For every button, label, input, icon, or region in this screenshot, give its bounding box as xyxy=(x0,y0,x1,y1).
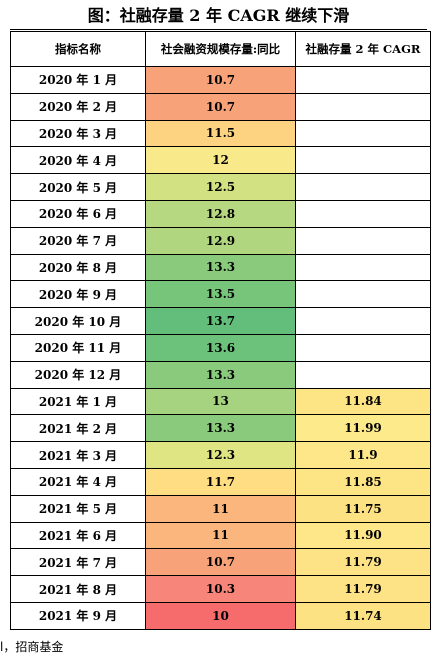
table-row: 2021 年 6 月 11 11.90 xyxy=(10,521,431,550)
cagr-cell xyxy=(295,119,431,148)
table-row: 2020 年 1 月 10.7 xyxy=(10,66,431,94)
cagr-cell: 11.74 xyxy=(295,601,431,630)
cagr-cell xyxy=(295,333,431,362)
cagr-cell xyxy=(295,92,431,121)
cagr-cell: 11.85 xyxy=(295,467,431,496)
yoy-cell: 13.6 xyxy=(145,333,296,362)
table-body: 2020 年 1 月 10.7 2020 年 2 月 10.7 2020 年 3 月 11… xyxy=(10,66,431,630)
cagr-cell xyxy=(295,66,431,94)
month-cell: 2020 年 6 月 xyxy=(10,199,146,228)
table-row: 2021 年 2 月 13.3 11.99 xyxy=(10,414,431,443)
month-cell: 2021 年 3 月 xyxy=(10,441,146,469)
month-cell: 2020 年 5 月 xyxy=(10,173,146,201)
table-title: 图：社融存量 2 年 CAGR 继续下滑 xyxy=(10,0,427,30)
yoy-cell: 13.5 xyxy=(145,280,296,309)
month-cell: 2021 年 1 月 xyxy=(10,387,146,416)
yoy-cell: 13.3 xyxy=(145,253,296,282)
month-cell: 2021 年 7 月 xyxy=(10,548,146,577)
cagr-cell xyxy=(295,173,431,201)
month-cell: 2021 年 8 月 xyxy=(10,575,146,603)
table-row: 2021 年 8 月 10.3 11.79 xyxy=(10,575,431,603)
yoy-cell: 11.7 xyxy=(145,467,296,496)
cagr-cell: 11.75 xyxy=(295,494,431,523)
table-row: 2020 年 5 月 12.5 xyxy=(10,173,431,201)
yoy-cell: 10 xyxy=(145,601,296,630)
cagr-cell: 11.79 xyxy=(295,575,431,603)
header-social-financing-yoy: 社会融资规模存量:同比 xyxy=(145,31,296,67)
table-row: 2020 年 4 月 12 xyxy=(10,146,431,175)
data-table: 指标名称 社会融资规模存量:同比 社融存量 2 年 CAGR 2020 年 1 … xyxy=(10,31,431,630)
table-row: 2021 年 9 月 10 11.74 xyxy=(10,601,431,630)
source-note: l，招商基金 xyxy=(0,640,64,654)
yoy-cell: 13.7 xyxy=(145,307,296,335)
table-row: 2020 年 3 月 11.5 xyxy=(10,119,431,148)
month-cell: 2020 年 1 月 xyxy=(10,66,146,94)
cagr-cell xyxy=(295,307,431,335)
table-row: 2021 年 3 月 12.3 11.9 xyxy=(10,441,431,469)
table-row: 2021 年 4 月 11.7 11.85 xyxy=(10,467,431,496)
cagr-cell: 11.84 xyxy=(295,387,431,416)
yoy-cell: 13.3 xyxy=(145,414,296,443)
yoy-cell: 12.5 xyxy=(145,173,296,201)
yoy-cell: 10.7 xyxy=(145,66,296,94)
month-cell: 2021 年 6 月 xyxy=(10,521,146,550)
month-cell: 2021 年 5 月 xyxy=(10,494,146,523)
month-cell: 2020 年 12 月 xyxy=(10,360,146,389)
yoy-cell: 10.7 xyxy=(145,548,296,577)
header-indicator-name: 指标名称 xyxy=(10,31,146,67)
table-row: 2020 年 2 月 10.7 xyxy=(10,92,431,121)
table-row: 2020 年 6 月 12.8 xyxy=(10,199,431,228)
table-row: 2020 年 8 月 13.3 xyxy=(10,253,431,282)
yoy-cell: 10.7 xyxy=(145,92,296,121)
month-cell: 2020 年 4 月 xyxy=(10,146,146,175)
month-cell: 2020 年 2 月 xyxy=(10,92,146,121)
table-row: 2020 年 11 月 13.6 xyxy=(10,333,431,362)
month-cell: 2021 年 4 月 xyxy=(10,467,146,496)
month-cell: 2020 年 8 月 xyxy=(10,253,146,282)
cagr-cell: 11.79 xyxy=(295,548,431,577)
table-row: 2020 年 10 月 13.7 xyxy=(10,307,431,335)
month-cell: 2020 年 7 月 xyxy=(10,226,146,255)
cagr-cell xyxy=(295,253,431,282)
yoy-cell: 11.5 xyxy=(145,119,296,148)
yoy-cell: 12.3 xyxy=(145,441,296,469)
month-cell: 2021 年 2 月 xyxy=(10,414,146,443)
table-row: 2021 年 7 月 10.7 11.79 xyxy=(10,548,431,577)
cagr-cell xyxy=(295,280,431,309)
table-row: 2020 年 7 月 12.9 xyxy=(10,226,431,255)
month-cell: 2020 年 9 月 xyxy=(10,280,146,309)
cagr-cell xyxy=(295,360,431,389)
month-cell: 2020 年 3 月 xyxy=(10,119,146,148)
yoy-cell: 11 xyxy=(145,521,296,550)
yoy-cell: 12.9 xyxy=(145,226,296,255)
month-cell: 2020 年 10 月 xyxy=(10,307,146,335)
month-cell: 2020 年 11 月 xyxy=(10,333,146,362)
cagr-cell: 11.9 xyxy=(295,441,431,469)
yoy-cell: 12 xyxy=(145,146,296,175)
table-row: 2020 年 9 月 13.5 xyxy=(10,280,431,309)
header-two-year-cagr: 社融存量 2 年 CAGR xyxy=(295,31,431,67)
yoy-cell: 11 xyxy=(145,494,296,523)
yoy-cell: 10.3 xyxy=(145,575,296,603)
yoy-cell: 12.8 xyxy=(145,199,296,228)
table-row: 2020 年 12 月 13.3 xyxy=(10,360,431,389)
cagr-cell: 11.99 xyxy=(295,414,431,443)
table-row: 2021 年 5 月 11 11.75 xyxy=(10,494,431,523)
cagr-cell xyxy=(295,146,431,175)
cagr-cell: 11.90 xyxy=(295,521,431,550)
header-row: 指标名称 社会融资规模存量:同比 社融存量 2 年 CAGR xyxy=(10,31,431,67)
month-cell: 2021 年 9 月 xyxy=(10,601,146,630)
table-row: 2021 年 1 月 13 11.84 xyxy=(10,387,431,416)
cagr-cell xyxy=(295,226,431,255)
yoy-cell: 13.3 xyxy=(145,360,296,389)
yoy-cell: 13 xyxy=(145,387,296,416)
cagr-cell xyxy=(295,199,431,228)
